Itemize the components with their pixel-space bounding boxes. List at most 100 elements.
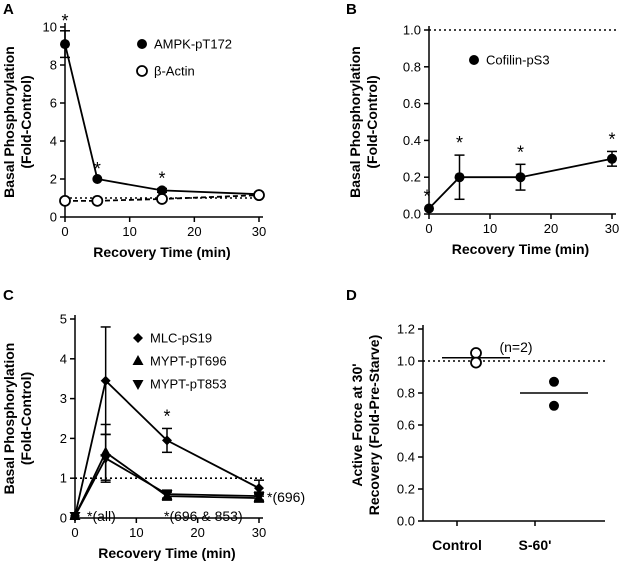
x-tick-label: 0 (425, 221, 432, 236)
y-tick-label: 4 (50, 134, 57, 149)
legend-marker (132, 380, 144, 390)
chart-c: 0 1 2 3 4 5 0 10 20 30 Recovery Time (min) Basal Ph… (1, 312, 305, 562)
y-axis-label: Basal Phosphorylation (347, 46, 363, 198)
significance-star: * (608, 129, 615, 149)
series-line (65, 194, 260, 202)
y-tick-label: 8 (50, 58, 57, 73)
x-axis-label: Recovery Time (min) (452, 241, 589, 257)
chart-d: 0.0 0.2 0.4 0.6 0.8 1.0 1.2 Active Force at 30'… (349, 322, 605, 553)
data-point (454, 172, 465, 183)
data-point (470, 347, 482, 359)
y-tick-label: 1 (60, 471, 67, 486)
data-point (91, 194, 104, 207)
series-mypt-pt853 (69, 433, 265, 523)
legend-label: MYPT-pT853 (150, 377, 227, 392)
panel-label-a: A (3, 1, 14, 18)
significance-star: * (517, 142, 524, 162)
y-tick-label: 2 (50, 172, 57, 187)
x-tick-label: 0 (71, 525, 78, 540)
y-tick-label: 0.0 (397, 514, 415, 529)
x-tick-label: 10 (122, 224, 136, 239)
x-tick-label: 10 (129, 525, 143, 540)
y-tick-label: 4 (60, 351, 67, 366)
x-tick-label: 20 (187, 224, 201, 239)
significance-star: * (163, 406, 170, 426)
y-tick-label: 10 (43, 20, 57, 35)
y-axis-label: (Fold-Control) (364, 75, 380, 168)
series-line (74, 450, 260, 517)
x-tick-label: 30 (252, 224, 266, 239)
data-point (253, 492, 265, 503)
legend-label: MLC-pS19 (150, 331, 212, 346)
data-point (470, 356, 482, 369)
legend-label: MYPT-pT696 (150, 354, 227, 369)
series-line (64, 43, 260, 196)
data-point (59, 194, 71, 207)
series-actin (59, 189, 265, 207)
y-tick-label: 0.2 (403, 170, 421, 185)
data-point (549, 400, 559, 411)
y-tick-label: 0.0 (403, 207, 421, 222)
series-line (428, 157, 613, 210)
data-point (157, 185, 167, 196)
data-point (69, 512, 81, 523)
y-tick-label: 3 (60, 391, 67, 406)
chart-a: 0 2 4 6 8 10 0 10 20 30 Recovery Time (min) Basal P… (1, 11, 266, 260)
legend-item-ampk-pt172: AMPK-pT172 (137, 37, 232, 52)
x-tick-label: 20 (544, 221, 558, 236)
series-line (74, 378, 260, 517)
series-line (74, 457, 260, 517)
y-tick-label: 2 (60, 431, 67, 446)
data-point (162, 435, 172, 446)
x-tick-label: 10 (483, 221, 497, 236)
y-axis-label: Basal Phosphorylation (1, 343, 17, 495)
annotation-696-853: *(696 & 853) (164, 508, 243, 524)
legend-label: AMPK-pT172 (154, 37, 232, 52)
x-tick-label: 30 (605, 221, 619, 236)
data-point (92, 174, 103, 184)
y-tick-label: 0.6 (397, 418, 415, 433)
y-tick-label: 0.2 (397, 482, 415, 497)
series-cofilin-ps3 (424, 150, 617, 214)
y-tick-label: 0.8 (397, 386, 415, 401)
legend-item-cofilin-ps3: Cofilin-pS3 (469, 53, 550, 68)
category-control: Control (432, 347, 510, 553)
legend-item-mlc-ps19: MLC-pS19 (133, 331, 212, 346)
y-tick-label: 5 (60, 312, 67, 327)
panel-label-d: D (346, 287, 357, 304)
y-tick-label: 1.0 (403, 23, 421, 38)
annotation-696: *(696) (267, 489, 305, 505)
legend-item-mypt-pt853: MYPT-pT853 (132, 377, 227, 392)
category-s-60: S-60' (519, 376, 588, 553)
legend-marker (132, 355, 144, 365)
x-tick-label: 0 (61, 224, 68, 239)
x-tick-label: 20 (190, 525, 204, 540)
data-point (156, 193, 168, 205)
annotation-all: *(all) (87, 508, 116, 524)
panel-label-c: C (3, 287, 14, 304)
legend-item-actin: β-Actin (136, 64, 195, 79)
data-point (100, 454, 112, 465)
category-label: S-60' (519, 537, 552, 553)
legend-label: β-Actin (154, 64, 195, 79)
data-point (161, 490, 173, 501)
data-point (515, 172, 526, 183)
y-tick-label: 0.6 (403, 96, 421, 111)
y-axis-label: Basal Phosphorylation (1, 46, 17, 198)
data-point (60, 39, 70, 50)
significance-star: * (423, 186, 430, 206)
y-tick-label: 6 (50, 96, 57, 111)
legend-marker (136, 65, 148, 77)
y-tick-label: 0.4 (397, 450, 415, 465)
data-point (549, 376, 559, 387)
significance-star: * (94, 159, 101, 179)
data-point (100, 375, 111, 386)
sample-size-note: (n=2) (499, 339, 532, 355)
data-point (253, 189, 265, 202)
x-axis-label: Recovery Time (min) (93, 244, 230, 260)
legend-marker (137, 39, 147, 49)
legend-marker (469, 55, 479, 65)
y-tick-label: 1.0 (397, 354, 415, 369)
data-point (424, 203, 434, 214)
